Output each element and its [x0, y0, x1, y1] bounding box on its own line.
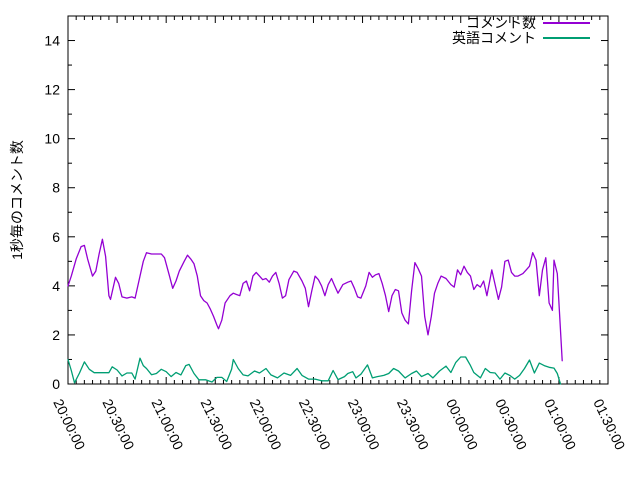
plot-border: [67, 15, 609, 385]
y-tick-label: 0: [52, 376, 60, 392]
y-axis-title: 1秒毎のコメント数: [9, 140, 25, 260]
y-tick-label: 2: [52, 327, 60, 343]
y-tick-label: 12: [44, 82, 60, 98]
y-tick-label: 14: [44, 33, 60, 49]
x-tick-label: 01:30:00: [590, 396, 628, 452]
x-tick-label: 20:30:00: [99, 396, 137, 452]
series-line-0: [67, 238, 563, 362]
legend-item-comment-count: コメント数: [452, 16, 590, 30]
legend-line-sample-english-comments: [543, 37, 590, 39]
legend-label-english-comments: 英語コメント: [452, 30, 536, 46]
x-tick-label: 01:00:00: [541, 396, 579, 452]
y-tick-label: 4: [52, 278, 60, 294]
x-tick-label: 23:30:00: [394, 396, 432, 452]
x-tick-label: 22:30:00: [296, 396, 334, 452]
x-tick-label: 22:00:00: [247, 396, 285, 452]
x-tick-label: 21:00:00: [148, 396, 186, 452]
x-tick-label: 20:00:00: [50, 396, 88, 452]
y-tick-label: 10: [44, 131, 60, 147]
x-tick-label: 23:00:00: [345, 396, 383, 452]
y-tick-label: 8: [52, 180, 60, 196]
legend-item-english-comments: 英語コメント: [452, 31, 590, 45]
x-tick-label: 00:00:00: [443, 396, 481, 452]
x-tick-label: 00:30:00: [492, 396, 530, 452]
y-tick-label: 6: [52, 229, 60, 245]
legend-label-comment-count: コメント数: [466, 15, 536, 31]
x-tick-label: 21:30:00: [198, 396, 236, 452]
series-line-1: [67, 356, 562, 385]
legend-line-sample-comment-count: [543, 22, 590, 24]
legend: コメント数 英語コメント: [452, 16, 590, 45]
